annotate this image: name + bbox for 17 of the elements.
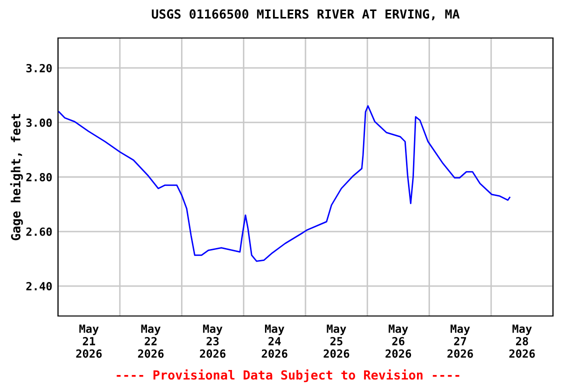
line-series [58, 105, 510, 262]
y-tick-label: 2.40 [26, 282, 52, 290]
x-tick-label: May 26 2026 [386, 324, 412, 358]
y-tick-label: 3.00 [26, 118, 52, 127]
y-tick-label: 2.80 [26, 172, 52, 182]
text: ---- Provisional Data Subject to Revision ---- [116, 369, 460, 382]
y-axis-title: Gage height, feet [10, 114, 23, 240]
x-tick-label: May 28 2026 [509, 324, 535, 358]
chart-title: USGS 01166500 MILLERS RIVER AT ERVING, MA [152, 9, 460, 20]
x-tick-label: May 21 2026 [76, 324, 102, 358]
x-tick-label: May 25 2026 [324, 324, 350, 358]
y-tick-label: 3.20 [26, 64, 52, 72]
x-tick-label: May 24 2026 [262, 324, 288, 358]
y-tick-label: 2.60 [26, 227, 52, 236]
x-tick-label: May 27 2026 [447, 324, 473, 358]
x-tick-label: May 23 2026 [200, 324, 226, 358]
x-tick-label: May 22 2026 [138, 324, 164, 358]
